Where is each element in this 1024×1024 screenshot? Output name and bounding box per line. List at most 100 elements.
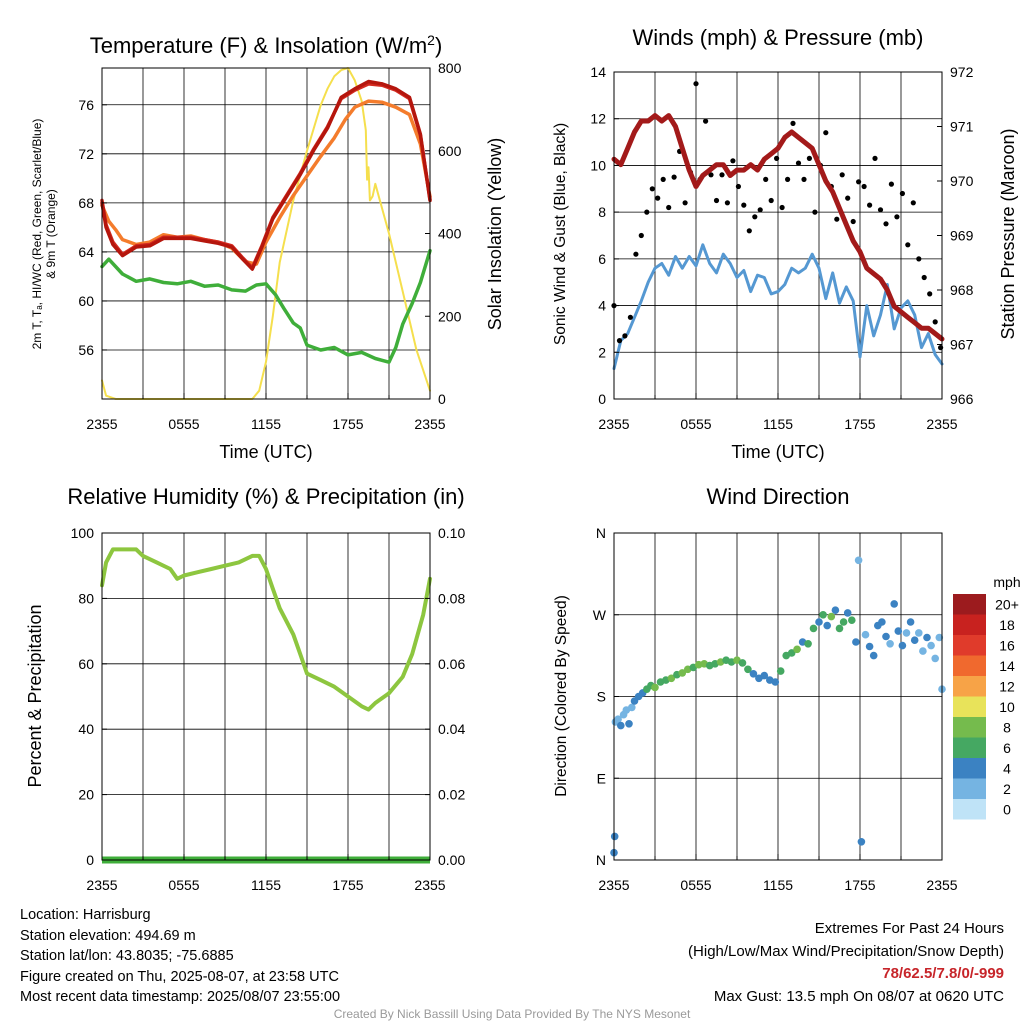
gust-point	[921, 274, 927, 281]
humidity-xtick-label: 2355	[414, 877, 445, 893]
direction-point	[931, 654, 939, 663]
temperature-grid	[102, 68, 430, 399]
direction-point	[819, 611, 827, 619]
speed-legend-label: 2	[1003, 781, 1011, 797]
wind-direction-ylabel: Direction (Colored By Speed)	[553, 595, 570, 797]
direction-point	[823, 621, 831, 630]
direction-point	[882, 632, 890, 641]
extremes-subtitle: (High/Low/Max Wind/Precipitation/Snow De…	[688, 942, 1004, 960]
temperature-plot-frame	[101, 67, 431, 400]
gust-point	[735, 183, 742, 190]
extremes-values: 78/62.5/7.8/0/-999	[882, 965, 1004, 982]
gust-point	[671, 174, 677, 180]
gust-point	[708, 172, 714, 178]
direction-point	[852, 638, 860, 646]
direction-point	[738, 659, 747, 667]
temperature-xtick-label: 2355	[414, 416, 445, 432]
direction-point	[843, 609, 852, 617]
temperature-ytick-label: 76	[78, 97, 94, 113]
gust-point	[834, 216, 840, 222]
winds-xtick-label: 0555	[680, 416, 711, 432]
gust-point	[839, 172, 845, 178]
direction-point	[771, 678, 780, 686]
wind-direction-xtick-label: 1155	[763, 877, 793, 893]
direction-point	[651, 683, 659, 692]
recent-timestamp: Most recent data timestamp: 2025/08/07 2…	[20, 989, 341, 1005]
winds-ytick-label: 14	[590, 64, 606, 80]
humidity-y2tick-label: 0.00	[438, 852, 465, 868]
temperature-panel: 2355 0555 1155 1755 2355 56 60 64 68 72 76 0 200 400 6…	[30, 32, 505, 462]
gust-point	[856, 179, 862, 185]
winds-y2tick-label: 971	[950, 119, 974, 135]
temperature-xlabel: Time (UTC)	[219, 442, 312, 462]
speed-legend-swatch	[953, 758, 986, 779]
humidity-xtick-label: 2355	[86, 877, 117, 893]
gust-point	[768, 197, 774, 204]
direction-point	[667, 674, 676, 683]
wind-direction-grid	[614, 533, 942, 860]
winds-ytick-label: 10	[590, 157, 606, 173]
humidity-y2tick-label: 0.06	[438, 656, 465, 672]
direction-point	[848, 616, 856, 624]
wind-direction-title: Wind Direction	[706, 484, 849, 509]
speed-legend-label: 16	[999, 637, 1015, 653]
temperature-y2tick-label: 200	[438, 308, 462, 324]
gust-point	[806, 155, 813, 161]
wind-direction-xtick-label: 1755	[844, 877, 875, 893]
winds-y2tick-label: 966	[950, 391, 974, 407]
direction-point	[678, 669, 687, 677]
direction-point	[935, 633, 944, 642]
winds-ticks: 2355 0555 1155 1755 2355 0 2 4 6 8 10 12 14 966 967 968…	[590, 64, 973, 432]
wind-direction-ytick-label: N	[596, 852, 606, 868]
temperature-ytick-label: 64	[78, 244, 94, 260]
direction-point	[793, 645, 801, 654]
gust-point	[850, 218, 856, 225]
humidity-y2tick-label: 0.04	[438, 721, 465, 737]
station-location: Location: Harrisburg	[20, 907, 151, 923]
temperature-title: Temperature (F) & Insolation (W/m2)	[90, 32, 443, 58]
temperature-xtick-label: 2355	[86, 416, 117, 432]
temperature-y2tick-label: 600	[438, 143, 462, 159]
speed-legend-label: 4	[1003, 760, 1011, 776]
gust-point	[790, 120, 796, 126]
temperature-y2tick-label: 400	[438, 226, 462, 242]
gust-point	[660, 176, 666, 182]
gust-point	[795, 160, 802, 166]
gust-point	[666, 204, 672, 211]
winds-ytick-label: 4	[598, 298, 606, 314]
humidity-ytick-label: 80	[78, 590, 94, 606]
direction-point	[839, 618, 848, 626]
humidity-ytick-label: 40	[78, 721, 94, 737]
direction-point	[809, 624, 818, 633]
direction-point	[861, 630, 870, 639]
wind-direction-xtick-label: 2355	[598, 877, 629, 893]
winds-ytick-label: 2	[598, 344, 606, 360]
wind-direction-xtick-label: 0555	[680, 877, 711, 893]
wind-direction-ticks: 2355 0555 1155 1755 2355 N E S W N	[593, 525, 958, 893]
direction-point	[886, 640, 894, 648]
direction-point	[923, 633, 931, 642]
gust-point	[752, 214, 758, 220]
gust-point	[883, 221, 889, 227]
station-info: Location: Harrisburg Station elevation: …	[20, 905, 340, 1008]
gust-point	[785, 176, 791, 182]
gust-point	[638, 232, 644, 239]
direction-point	[927, 641, 935, 650]
speed-legend-title: mph	[993, 574, 1020, 590]
credit-line: Created By Nick Bassill Using Data Provi…	[333, 1007, 691, 1021]
figure-created: Figure created on Thu, 2025-08-07, at 23…	[20, 968, 339, 985]
speed-legend-swatch	[953, 594, 986, 615]
gust-point	[927, 291, 933, 297]
winds-series-sonic-wind	[612, 243, 944, 371]
speed-legend-label: 14	[999, 658, 1015, 674]
gust-point	[877, 207, 884, 213]
winds-y2tick-label: 969	[950, 228, 974, 244]
gust-point	[779, 204, 785, 211]
humidity-series-rh	[100, 547, 432, 712]
winds-ylabel: Sonic Wind & Gust (Blue, Black)	[552, 123, 569, 345]
gust-point	[894, 214, 900, 220]
speed-legend-swatch	[953, 799, 986, 820]
gust-point	[888, 181, 895, 187]
speed-legend-label: 6	[1003, 740, 1011, 756]
